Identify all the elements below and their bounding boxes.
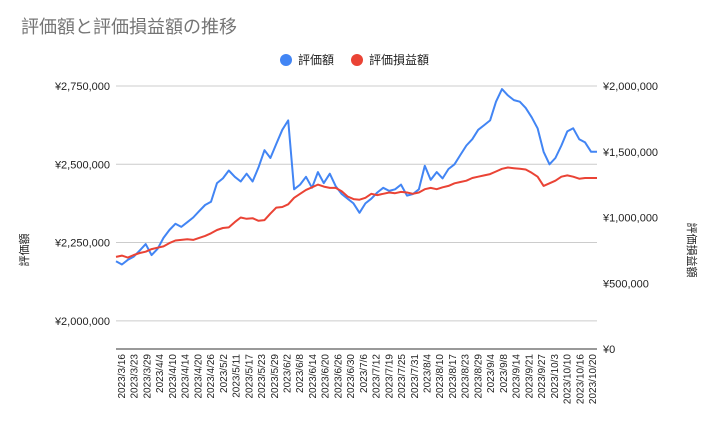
x-tick-label: 2023/7/6 [359,354,370,393]
x-tick-label: 2023/6/20 [321,354,332,399]
left-axis-ticks: ¥2,000,000 ¥2,250,000 ¥2,500,000 ¥2,750,000 [54,81,110,328]
x-tick-label: 2023/7/12 [372,354,383,399]
x-tick-label: 2023/6/2 [282,354,293,393]
legend-label-profit: 評価損益額 [369,52,429,67]
right-tick-label: ¥1,500,000 [602,147,658,159]
right-tick-label: ¥1,000,000 [602,213,658,225]
series-line-valuation [115,88,597,266]
x-tick-label: 2023/4/4 [155,354,166,393]
x-tick-label: 2023/8/17 [448,354,459,399]
x-tick-label: 2023/5/29 [270,354,281,399]
series-lines [115,88,597,266]
legend-marker-profit [351,54,363,66]
x-tick-label: 2023/5/11 [232,354,243,398]
x-tick-label: 2023/8/4 [423,354,434,393]
left-tick-label: ¥2,250,000 [54,238,110,250]
series-line-profit [115,166,597,259]
left-axis-title: 評価額 [17,234,31,267]
right-axis-title: 評価損益額 [685,223,699,278]
x-tick-label: 2023/9/21 [524,354,535,399]
x-tick-label: 2023/4/10 [168,354,179,399]
x-tick-label: 2023/9/8 [499,354,510,393]
x-tick-label: 2023/10/10 [563,354,574,404]
x-tick-label: 2023/7/25 [397,354,408,399]
x-tick-label: 2023/5/2 [219,354,230,393]
right-axis-ticks: ¥0 ¥500,000 ¥1,000,000 ¥1,500,000 ¥2,000,000 [602,81,658,356]
right-tick-label: ¥0 [602,344,615,356]
x-tick-label: 2023/4/26 [206,354,217,399]
x-tick-label: 2023/6/14 [308,354,319,399]
x-tick-label: 2023/10/3 [550,354,561,399]
x-tick-label: 2023/5/17 [244,354,255,399]
x-tick-label: 2023/4/14 [181,354,192,399]
x-tick-label: 2023/9/14 [512,354,523,399]
legend: 評価額 評価損益額 [280,52,429,67]
gridlines [116,85,597,350]
x-tick-label: 2023/8/10 [435,354,446,399]
x-tick-label: 2023/5/23 [257,354,268,399]
x-tick-label: 2023/3/29 [142,354,153,399]
x-tick-label: 2023/7/31 [410,354,421,399]
x-tick-label: 2023/6/8 [295,354,306,393]
x-tick-label: 2023/10/16 [575,354,586,404]
right-tick-label: ¥2,000,000 [602,81,658,93]
x-tick-label: 2023/9/4 [486,354,497,393]
x-tick-label: 2023/6/26 [333,354,344,399]
x-tick-label: 2023/8/29 [473,354,484,399]
right-tick-label: ¥500,000 [602,278,649,290]
x-tick-label: 2023/9/27 [537,354,548,399]
x-axis-ticks: 2023/3/16 2023/3/23 2023/3/29 2023/4/4 2023/… [117,354,599,404]
x-tick-label: 2023/10/20 [588,354,599,404]
left-tick-label: ¥2,000,000 [54,316,110,328]
legend-marker-valuation [280,54,292,66]
x-tick-label: 2023/3/16 [117,354,128,399]
left-tick-label: ¥2,750,000 [54,81,110,93]
x-tick-label: 2023/4/20 [193,354,204,399]
legend-label-valuation: 評価額 [298,52,334,67]
x-tick-label: 2023/7/19 [384,354,395,399]
left-tick-label: ¥2,500,000 [54,159,110,171]
x-tick-label: 2023/3/23 [130,354,141,399]
x-tick-label: 2023/6/30 [346,354,357,399]
chart-title: 評価額と評価損益額の推移 [21,17,237,37]
x-tick-label: 2023/8/23 [461,354,472,399]
